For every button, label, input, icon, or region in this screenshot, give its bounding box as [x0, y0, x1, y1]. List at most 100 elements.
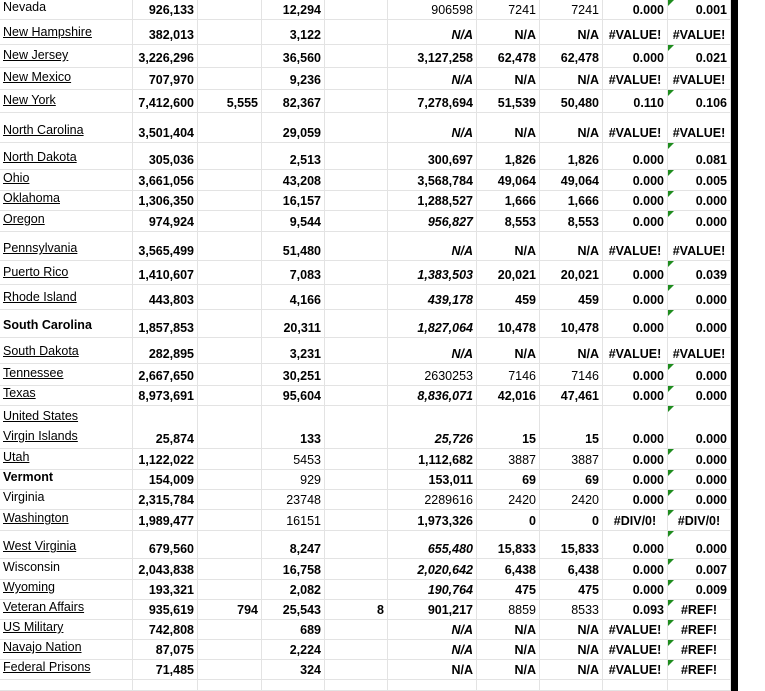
cell: 0.000	[603, 364, 668, 386]
cell: 154,009	[133, 470, 198, 490]
cell: N/A	[477, 660, 540, 680]
cell: 16,758	[262, 559, 325, 580]
cell-text: 25,543	[282, 603, 321, 617]
cell-text: #REF!	[680, 623, 718, 637]
row-label: Puerto Rico	[0, 261, 133, 285]
cell: 8,973,691	[133, 386, 198, 406]
cell: #REF!	[668, 600, 731, 620]
cell	[325, 68, 388, 90]
cell	[198, 406, 262, 449]
cell-text: 7,278,694	[417, 96, 473, 110]
cell-text: 154,009	[148, 473, 194, 487]
cell-text: #VALUE!	[672, 347, 726, 361]
cell-text: N/A	[514, 643, 536, 657]
cell: 439,178	[388, 285, 477, 310]
cell-text: 0.000	[695, 215, 727, 229]
cell-text: 0.000	[632, 389, 664, 403]
cell-text: 929	[300, 473, 321, 487]
cell-text: Nevada	[3, 0, 47, 14]
cell-text: Oregon	[3, 212, 45, 226]
row-label: New Jersey	[0, 45, 133, 68]
row-label: New Mexico	[0, 68, 133, 90]
cell-text: N/A	[451, 73, 473, 87]
cell: 3887	[477, 449, 540, 470]
cell: 3887	[540, 449, 603, 470]
cell-text: 1,989,477	[138, 514, 194, 528]
cell	[198, 510, 262, 531]
cell-text: #VALUE!	[608, 244, 662, 258]
cell: 0.000	[668, 449, 731, 470]
cell: #VALUE!	[603, 232, 668, 261]
cell: 49,064	[540, 170, 603, 191]
cell	[325, 449, 388, 470]
cell: 2,082	[262, 580, 325, 600]
cell-text: 1,826	[504, 153, 536, 167]
cell-text: #VALUE!	[608, 623, 662, 637]
cell-text: 8,553	[504, 215, 536, 229]
cell: 1,973,326	[388, 510, 477, 531]
cell-text: 707,970	[148, 73, 194, 87]
cell: 5,555	[198, 90, 262, 113]
cell-text: 0.000	[632, 153, 664, 167]
cell: 0.039	[668, 261, 731, 285]
row-label: Wisconsin	[0, 559, 133, 580]
cell-text: 906598	[431, 3, 473, 17]
cell-text: 0.000	[632, 493, 664, 507]
cell-text: 0.039	[695, 268, 727, 282]
cell-text: N/A	[577, 347, 599, 361]
row-label: US Military	[0, 620, 133, 640]
cell-text: 0	[529, 514, 536, 528]
cell-text: 10,478	[560, 321, 599, 335]
cell-text: 5453	[293, 453, 321, 467]
cell: #REF!	[668, 640, 731, 660]
cell-text: 974,924	[148, 215, 194, 229]
cell-text: #VALUE!	[608, 28, 662, 42]
cell-text: 6,438	[567, 563, 599, 577]
cell-text: 459	[578, 293, 599, 307]
cell-text: Rhode Island	[3, 290, 77, 304]
cell-text: Puerto Rico	[3, 265, 69, 279]
cell-text: 3,122	[289, 28, 321, 42]
cell-text: 51,539	[497, 96, 536, 110]
cell-text: 69	[522, 473, 536, 487]
cell-text: 1,306,350	[138, 194, 194, 208]
cell: 10,478	[540, 310, 603, 338]
row-label: Washington	[0, 510, 133, 531]
cell-text: Veteran Affairs	[3, 600, 85, 614]
cell	[325, 45, 388, 68]
cell-text: 7,412,600	[138, 96, 194, 110]
cell-text: 25,874	[155, 432, 194, 446]
cell-text: #DIV/0!	[677, 514, 721, 528]
cell	[198, 285, 262, 310]
cell: 300,697	[388, 143, 477, 170]
cell-text: 3,127,258	[417, 51, 473, 65]
cell	[325, 386, 388, 406]
cell-text: 1,666	[567, 194, 599, 208]
cell: 0.000	[668, 386, 731, 406]
cell: 51,480	[262, 232, 325, 261]
row-label: Nevada	[0, 0, 133, 20]
cell-text: 15,833	[560, 542, 599, 556]
cell: 0	[540, 510, 603, 531]
cell-text: 655,480	[427, 542, 473, 556]
cell-text: 1,826	[567, 153, 599, 167]
cell-text: 0.000	[632, 215, 664, 229]
cell-text: N/A	[514, 663, 536, 677]
cell: 5453	[262, 449, 325, 470]
cell-text: 62,478	[560, 51, 599, 65]
cell-text: 12,294	[282, 3, 321, 17]
cell: 0.081	[668, 143, 731, 170]
cell: 282,895	[133, 338, 198, 364]
cell: 0.000	[603, 261, 668, 285]
cell-text: 3,661,056	[138, 174, 194, 188]
row-label: Tennessee	[0, 364, 133, 386]
cell-text: 7,083	[289, 268, 321, 282]
cell-text: Texas	[3, 386, 36, 400]
cell: 8,553	[477, 211, 540, 232]
cell: 7,412,600	[133, 90, 198, 113]
cell-text: 0.110	[633, 96, 664, 110]
cell-text: 1,288,527	[417, 194, 473, 208]
cell-text: 49,064	[497, 174, 536, 188]
cell: 0.000	[668, 310, 731, 338]
cell: #DIV/0!	[668, 510, 731, 531]
